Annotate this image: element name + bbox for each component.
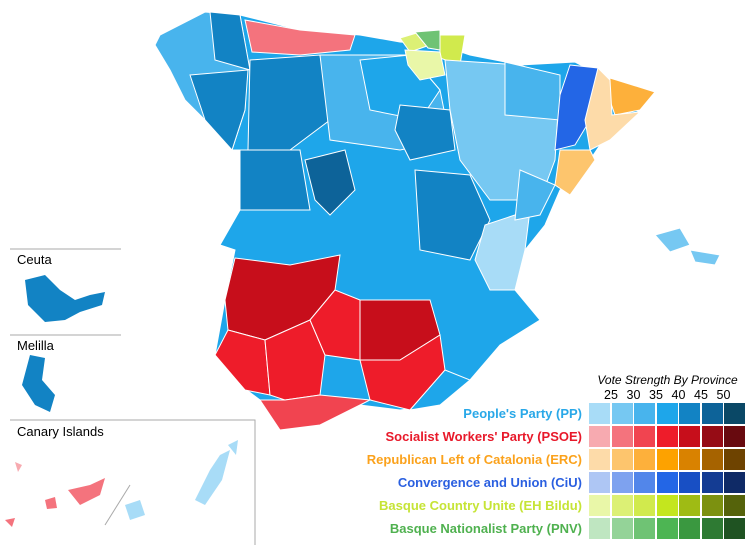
balearic-islands [654, 227, 721, 266]
province-cuenca [414, 169, 491, 261]
legend-swatch [701, 472, 723, 493]
province-soria [394, 104, 456, 161]
province-tarragona [554, 149, 596, 196]
legend-tick: 50 [716, 388, 731, 402]
legend-tick: 45 [694, 388, 708, 402]
legend-swatch [589, 495, 610, 516]
province-barcelona [584, 67, 642, 151]
province-malaga-cadiz [259, 394, 372, 431]
legend-swatch [611, 495, 633, 516]
legend-swatch [724, 472, 745, 493]
province-asturias [244, 19, 356, 56]
legend-swatch [656, 472, 678, 493]
province-alava [404, 49, 446, 81]
legend-swatch [656, 403, 678, 424]
legend-swatch [611, 403, 633, 424]
legend-swatch [656, 518, 678, 539]
province-avila [304, 149, 356, 216]
legend-swatch [611, 472, 633, 493]
legend-party-label: People's Party (PP) [463, 406, 582, 421]
legend-swatch [701, 518, 723, 539]
province-castellon [514, 169, 556, 221]
legend-swatch [679, 426, 700, 447]
legend-swatch [724, 426, 745, 447]
canary-islands [5, 440, 238, 527]
legend-swatch [634, 518, 655, 539]
legend-swatch [679, 403, 700, 424]
legend-swatch [611, 426, 633, 447]
legend-party-label: Socialist Workers' Party (PSOE) [385, 429, 582, 444]
legend-swatch [589, 426, 610, 447]
legend-swatch [634, 495, 655, 516]
province-pontevedra [189, 69, 249, 151]
legend-swatch [656, 495, 678, 516]
legend-tick: 25 [604, 388, 618, 402]
legend-swatch [656, 426, 678, 447]
legend-swatch [634, 449, 655, 470]
legend-swatch [589, 472, 610, 493]
legend-swatch [634, 403, 655, 424]
legend-title: Vote Strength By Province [597, 373, 738, 387]
legend-swatch [611, 449, 633, 470]
legend-party-label: Convergence and Union (CiU) [397, 475, 582, 490]
legend-swatch [679, 518, 700, 539]
legend-swatch [589, 403, 610, 424]
legend-tick: 40 [671, 388, 686, 402]
province-huelva [214, 329, 271, 396]
legend-swatch [701, 449, 723, 470]
province-caceres [239, 149, 311, 211]
legend-swatch [724, 495, 745, 516]
legend-swatch [634, 426, 655, 447]
province-girona [607, 77, 656, 116]
legend-swatch [589, 449, 610, 470]
legend-party-label: Basque Country Unite (EH Bildu) [379, 498, 582, 513]
province-leon-zamora [247, 54, 331, 151]
legend-party-label: Republican Left of Catalonia (ERC) [366, 452, 582, 467]
legend-swatch [589, 518, 610, 539]
legend-swatch [611, 518, 633, 539]
legend-swatch [724, 403, 745, 424]
ceuta-shape [25, 275, 105, 322]
legend-swatch [634, 472, 655, 493]
melilla-shape [22, 355, 55, 412]
inset-divider [10, 419, 256, 545]
legend-swatch [724, 449, 745, 470]
province-almeria [408, 369, 471, 411]
legend-tick: 30 [626, 388, 641, 402]
legend-swatch [701, 426, 723, 447]
legend-swatch [701, 495, 723, 516]
legend-party-label: Basque Nationalist Party (PNV) [389, 521, 582, 536]
legend-tick: 35 [649, 388, 663, 402]
legend-swatch [701, 403, 723, 424]
legend-swatch [679, 449, 700, 470]
legend-swatch [724, 518, 745, 539]
ceuta-label: Ceuta [17, 252, 52, 267]
legend-swatch [679, 495, 700, 516]
legend-swatch [679, 472, 700, 493]
melilla-label: Melilla [17, 338, 54, 353]
legend-swatch [656, 449, 678, 470]
canary-islands-label: Canary Islands [17, 424, 104, 439]
